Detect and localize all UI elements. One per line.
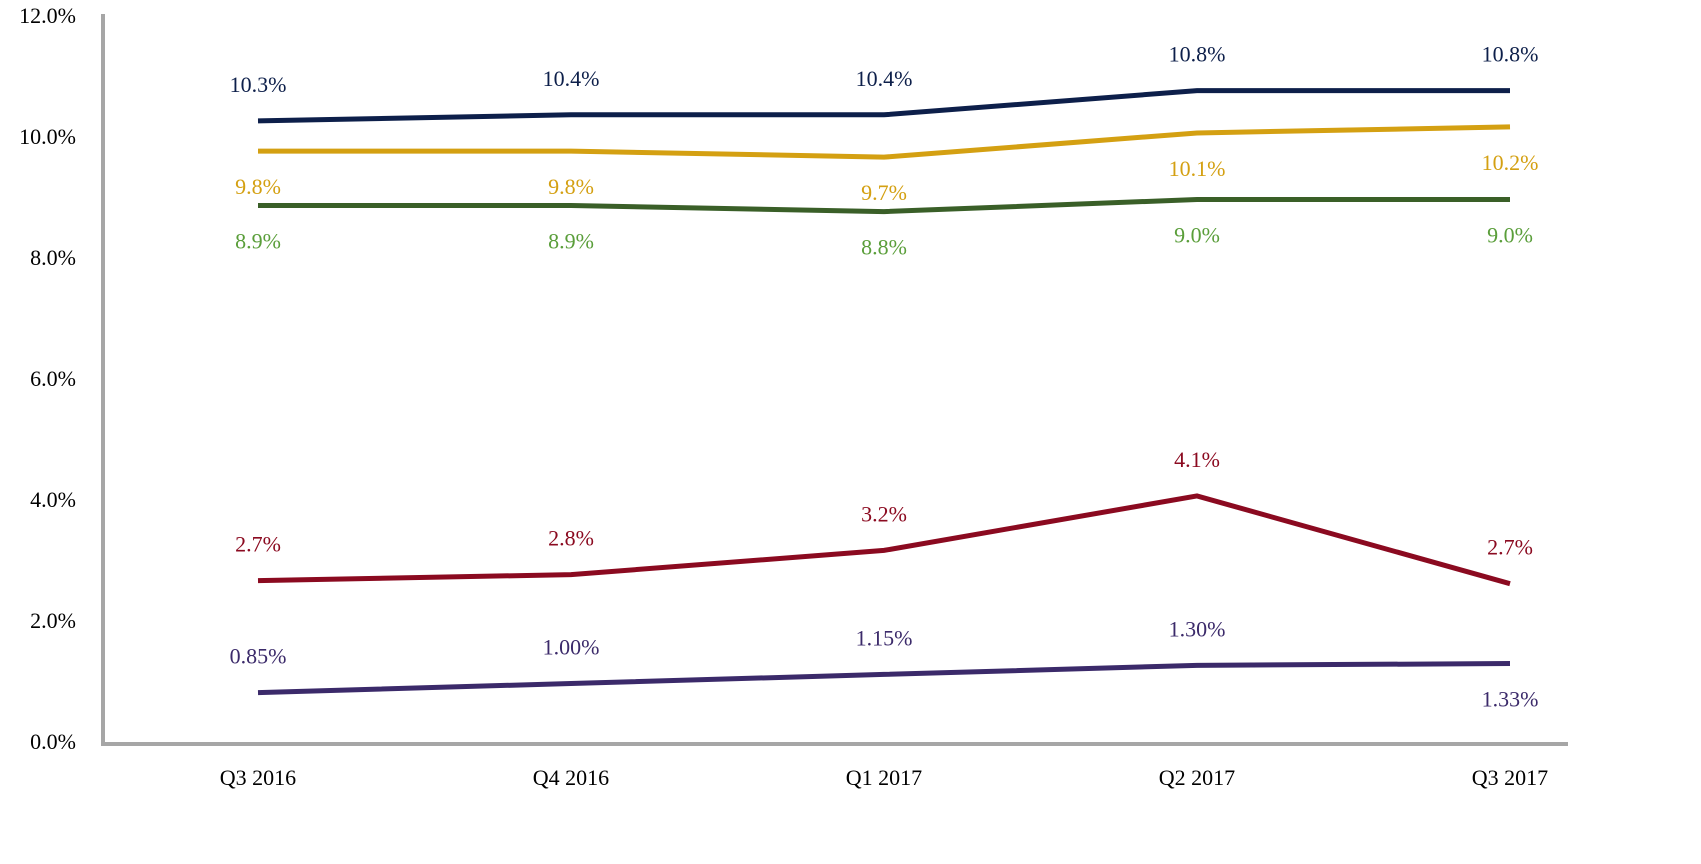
data-label: 1.30%: [1169, 616, 1226, 641]
data-label: 10.2%: [1482, 150, 1539, 175]
data-label: 10.8%: [1169, 42, 1226, 67]
x-tick-label: Q4 2016: [533, 765, 609, 790]
data-label: 1.00%: [543, 635, 600, 660]
y-tick-label: 2.0%: [30, 608, 76, 633]
data-label: 8.8%: [861, 235, 907, 260]
data-label: 10.4%: [543, 66, 600, 91]
data-label: 9.0%: [1487, 223, 1533, 248]
series-line: [258, 124, 1511, 160]
data-label: 8.9%: [235, 229, 281, 254]
y-tick-label: 4.0%: [30, 487, 76, 512]
data-label: 2.7%: [235, 532, 281, 557]
series-line: [258, 197, 1510, 215]
data-label: 9.8%: [548, 174, 594, 199]
x-tick-label: Q2 2017: [1159, 765, 1235, 790]
data-label: 4.1%: [1174, 447, 1220, 472]
data-label: 1.15%: [856, 625, 913, 650]
data-label: 10.1%: [1169, 156, 1226, 181]
series-line: [257, 88, 1510, 124]
data-label: 8.9%: [548, 229, 594, 254]
series-line: [257, 493, 1511, 587]
data-label: 10.3%: [230, 72, 287, 97]
data-label: 10.4%: [856, 66, 913, 91]
data-label: 10.8%: [1482, 42, 1539, 67]
y-tick-label: 12.0%: [19, 3, 76, 28]
data-label: 2.7%: [1487, 535, 1533, 560]
x-tick-label: Q3 2017: [1472, 765, 1548, 790]
y-tick-label: 6.0%: [30, 366, 76, 391]
data-label: 9.0%: [1174, 223, 1220, 248]
y-tick-label: 0.0%: [30, 729, 76, 754]
data-label: 9.8%: [235, 174, 281, 199]
data-label: 1.33%: [1482, 687, 1539, 712]
x-tick-label: Q3 2016: [220, 765, 296, 790]
series-line: [257, 661, 1511, 696]
data-label: 3.2%: [861, 501, 907, 526]
data-label: 0.85%: [230, 644, 287, 669]
data-label: 9.7%: [861, 180, 907, 205]
y-tick-label: 10.0%: [19, 124, 76, 149]
x-tick-label: Q1 2017: [846, 765, 922, 790]
y-tick-label: 8.0%: [30, 245, 76, 270]
data-label: 2.8%: [548, 526, 594, 551]
